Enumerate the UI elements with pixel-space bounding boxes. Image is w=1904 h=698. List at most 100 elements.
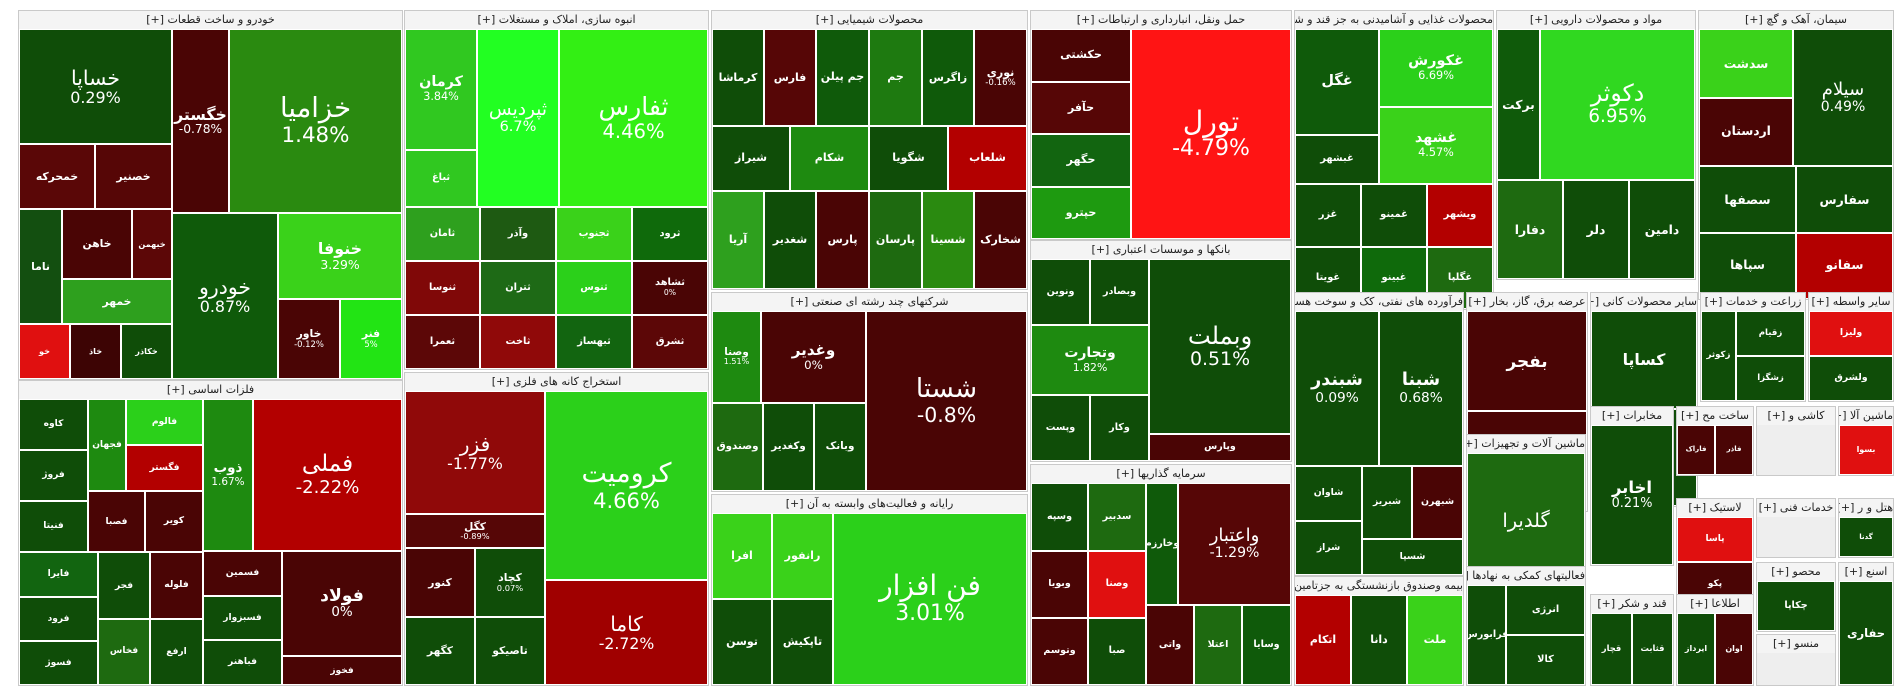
sector-header[interactable]: انبوه سازی، املاک و مستغلات [+] xyxy=(405,11,708,29)
treemap-tile[interactable]: خنوفا 3.29% xyxy=(278,213,402,299)
treemap-tile[interactable]: فنیتا xyxy=(19,501,88,552)
treemap-tile[interactable]: حکشتی xyxy=(1031,29,1131,82)
treemap-tile[interactable]: جم پیلن xyxy=(816,29,869,126)
treemap-tile[interactable]: فجر xyxy=(98,552,150,619)
treemap-tile[interactable]: ثنوسا xyxy=(405,261,480,315)
treemap-tile[interactable]: پارسان xyxy=(869,191,922,289)
treemap-tile[interactable]: کالا xyxy=(1506,635,1585,685)
treemap-tile[interactable]: چکاپا xyxy=(1757,581,1835,631)
treemap-tile[interactable]: نوری -0.16% xyxy=(974,29,1027,126)
treemap-tile[interactable]: تاصیکو xyxy=(475,617,545,685)
treemap-tile[interactable]: فاذر xyxy=(1715,425,1753,475)
treemap-tile[interactable]: فلوله xyxy=(150,552,203,619)
treemap-tile[interactable]: غشهد 4.57% xyxy=(1379,107,1493,184)
sector-header[interactable]: کاشی و [+] xyxy=(1757,407,1835,425)
treemap-tile[interactable]: زقیام xyxy=(1736,311,1805,356)
treemap-tile[interactable]: غبشهر xyxy=(1295,135,1379,184)
treemap-tile[interactable]: فجهان xyxy=(88,399,126,491)
treemap-tile[interactable]: فسوژ xyxy=(19,641,98,685)
treemap-tile[interactable]: فایرا xyxy=(19,552,98,597)
treemap-tile[interactable]: کویر xyxy=(145,491,203,552)
treemap-tile[interactable]: قچار xyxy=(1591,613,1632,685)
treemap-tile[interactable]: فنر 5% xyxy=(340,299,402,379)
treemap-tile[interactable]: ثجنوب xyxy=(556,207,632,261)
treemap-tile[interactable]: خاور -0.12% xyxy=(278,299,340,379)
treemap-tile[interactable]: کساپا xyxy=(1591,311,1697,409)
treemap-tile[interactable]: شبهرن xyxy=(1412,466,1463,539)
treemap-tile[interactable]: وصنا xyxy=(1088,551,1146,618)
treemap-tile[interactable]: ثبهساز xyxy=(556,315,632,369)
treemap-tile[interactable]: وتجارت 1.82% xyxy=(1031,325,1149,395)
treemap-tile[interactable]: پارس xyxy=(816,191,869,289)
treemap-tile[interactable]: واتی xyxy=(1146,605,1194,685)
treemap-tile[interactable]: کگل -0.89% xyxy=(405,514,545,548)
treemap-tile[interactable]: ایرداز xyxy=(1677,613,1715,685)
treemap-tile[interactable]: فباهنر xyxy=(203,640,282,685)
treemap-tile[interactable]: خو xyxy=(19,324,70,379)
treemap-tile[interactable]: وخارزم xyxy=(1146,483,1178,605)
treemap-tile[interactable]: رانفور xyxy=(772,513,833,599)
treemap-tile[interactable]: پاسا xyxy=(1677,517,1753,562)
treemap-tile[interactable]: اتکام xyxy=(1295,595,1351,685)
treemap-tile[interactable]: حفاری xyxy=(1839,581,1893,685)
treemap-tile[interactable]: فخوز xyxy=(282,656,402,685)
treemap-tile[interactable]: فولاد 0% xyxy=(282,551,402,656)
treemap-tile[interactable]: شبنا 0.68% xyxy=(1379,311,1463,466)
sector-header[interactable]: محصولات شیمیایی [+] xyxy=(712,11,1027,29)
treemap-tile[interactable]: خبهمن xyxy=(132,209,172,279)
sector-header[interactable]: اسنع [+] xyxy=(1839,563,1893,581)
treemap-tile[interactable]: ثرود xyxy=(632,207,708,261)
sector-header[interactable]: فعالیتهای کمکی به نهادها [+] xyxy=(1467,567,1585,585)
treemap-tile[interactable]: شسپا xyxy=(1362,539,1463,575)
treemap-tile[interactable]: انرژی xyxy=(1506,585,1585,635)
treemap-tile[interactable]: شسینا xyxy=(922,191,974,289)
treemap-tile[interactable]: شکام xyxy=(790,126,869,191)
treemap-tile[interactable]: کاوه xyxy=(19,399,88,450)
treemap-tile[interactable]: فزر -1.77% xyxy=(405,391,545,514)
treemap-tile[interactable]: ولشرق xyxy=(1809,356,1893,401)
treemap-tile[interactable]: زشگزا xyxy=(1736,356,1805,401)
treemap-tile[interactable]: شگویا xyxy=(869,126,948,191)
treemap-tile[interactable]: فارس xyxy=(764,29,816,126)
treemap-tile[interactable]: فروژ xyxy=(19,450,88,501)
treemap-tile[interactable]: شاوان xyxy=(1295,466,1362,521)
treemap-tile[interactable]: کگهر xyxy=(405,617,475,685)
treemap-tile[interactable]: سدشت xyxy=(1699,29,1793,98)
treemap-tile[interactable]: توسن xyxy=(712,599,772,685)
sector-header[interactable]: محصو [+] xyxy=(1757,563,1835,581)
treemap-tile[interactable]: وصنا 1.51% xyxy=(712,311,761,403)
treemap-tile[interactable]: خمحرکه xyxy=(19,144,95,209)
treemap-tile[interactable]: خگستر -0.78% xyxy=(172,29,229,213)
sector-header[interactable]: مخابرات [+] xyxy=(1591,407,1673,425)
sector-header[interactable]: ماشین آلات و تجهیزات [+] xyxy=(1467,435,1585,453)
treemap-tile[interactable]: شغدیر xyxy=(764,191,816,289)
treemap-tile[interactable]: شراز xyxy=(1295,521,1362,575)
treemap-tile[interactable]: وآذر xyxy=(480,207,556,261)
treemap-tile[interactable]: وپست xyxy=(1031,395,1090,461)
sector-header[interactable]: شرکتهای چند رشته ای صنعتی [+] xyxy=(712,293,1027,311)
treemap-tile[interactable]: فسبزوار xyxy=(203,596,282,640)
sector-header[interactable]: حمل ونقل، انبارداری و ارتباطات [+] xyxy=(1031,11,1291,29)
sector-header[interactable]: سرمایه گذاریها [+] xyxy=(1031,465,1291,483)
treemap-tile[interactable]: ثباغ xyxy=(405,150,477,207)
treemap-tile[interactable]: ویشهر xyxy=(1427,184,1493,247)
treemap-tile[interactable]: ثامان xyxy=(405,207,480,261)
sector-header[interactable]: سیمان، آهک و گچ [+] xyxy=(1699,11,1893,29)
treemap-tile[interactable]: بسوا xyxy=(1839,425,1893,475)
treemap-tile[interactable]: غکورش 6.69% xyxy=(1379,29,1493,107)
sector-header[interactable]: خودرو و ساخت قطعات [+] xyxy=(19,11,402,29)
treemap-tile[interactable]: ثعمرا xyxy=(405,315,480,369)
treemap-tile[interactable]: وپارس xyxy=(1149,434,1291,461)
treemap-tile[interactable]: شبندر 0.09% xyxy=(1295,311,1379,466)
sector-header[interactable]: بانکها و موسسات اعتباری [+] xyxy=(1031,241,1291,259)
treemap-tile[interactable]: کاما -2.72% xyxy=(545,580,708,685)
treemap-tile[interactable]: دکوثر 6.95% xyxy=(1540,29,1695,180)
treemap-tile[interactable]: کرمان 3.84% xyxy=(405,29,477,150)
treemap-tile[interactable]: آریا xyxy=(712,191,764,289)
sector-header[interactable]: ماشین آلا [+] xyxy=(1839,407,1893,425)
treemap-tile[interactable]: جم xyxy=(869,29,922,126)
treemap-tile[interactable]: فگستر xyxy=(126,445,203,491)
treemap-tile[interactable]: ارفع xyxy=(150,619,203,685)
treemap-tile[interactable]: ملت xyxy=(1407,595,1463,685)
treemap-tile[interactable]: دامین xyxy=(1629,180,1695,279)
